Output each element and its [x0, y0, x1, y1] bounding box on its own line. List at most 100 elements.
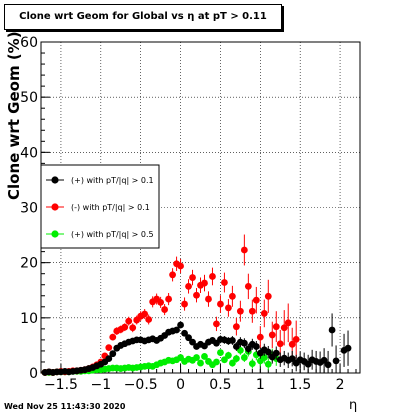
data-point [240, 246, 248, 254]
data-point [209, 273, 216, 280]
data-point [221, 356, 228, 364]
data-point [288, 355, 296, 363]
legend-label: (-) with pT/|q| > 0.1 [71, 203, 150, 212]
data-point [272, 349, 280, 357]
data-point [201, 279, 208, 287]
legend-label: (+) with pT/|q| > 0.5 [71, 230, 154, 239]
data-point [109, 350, 117, 358]
data-point [217, 349, 224, 356]
data-point [129, 324, 137, 332]
data-point [189, 338, 196, 346]
data-point [105, 355, 113, 363]
data-point [121, 323, 129, 331]
data-point [181, 300, 188, 308]
data-point [232, 343, 240, 350]
data-point [252, 296, 260, 304]
data-point [161, 306, 169, 313]
y-tick-label: 40 [20, 145, 38, 161]
data-point [229, 292, 236, 300]
data-point [177, 321, 184, 329]
y-axis-label: Clone wrt Geom (%) [5, 31, 23, 200]
legend-label: (+) with pT/|q| > 0.1 [71, 176, 154, 185]
data-point [169, 271, 176, 279]
data-point [229, 337, 236, 344]
data-point [221, 279, 228, 286]
data-point [157, 298, 165, 306]
data-point [141, 310, 149, 318]
legend-marker [51, 230, 59, 238]
data-point [260, 310, 268, 317]
data-marks [41, 234, 352, 376]
y-tick-label: 10 [20, 311, 38, 327]
legend: (+) with pT/|q| > 0.1 (-) with pT/|q| > 0… [40, 164, 160, 249]
data-point [236, 307, 244, 315]
x-tick-label: 1.5 [289, 377, 311, 393]
data-point [201, 353, 208, 360]
title-box: Clone wrt Geom for Global vs η at pT > 0… [4, 4, 282, 30]
data-point [232, 323, 240, 331]
data-point [145, 316, 153, 323]
data-point [320, 356, 328, 364]
data-point [109, 333, 117, 341]
timestamp-footer: Wed Nov 25 11:43:30 2020 [4, 402, 126, 411]
y-tick-label: 60 [20, 35, 38, 51]
data-point [213, 320, 220, 328]
x-tick-label: 0 [176, 377, 185, 393]
data-point [280, 324, 288, 332]
x-tick-label: 1 [256, 377, 265, 393]
legend-marker [51, 176, 59, 184]
data-point [213, 358, 220, 366]
data-point [217, 300, 224, 308]
data-point [292, 335, 300, 343]
data-point [185, 334, 192, 342]
data-point [264, 360, 272, 368]
data-point [193, 291, 200, 299]
y-tick-label: 0 [29, 366, 38, 382]
data-point [264, 348, 272, 356]
data-point [165, 295, 173, 303]
data-point [248, 307, 256, 315]
x-tick-label: −0.5 [124, 377, 158, 393]
data-point [248, 360, 256, 368]
data-point [324, 361, 332, 369]
y-tick-label: 50 [20, 90, 38, 106]
x-tick-label: 2 [336, 377, 345, 393]
chart-title: Clone wrt Geom for Global vs η at pT > 0… [19, 11, 267, 22]
data-point [105, 344, 113, 352]
data-point [344, 344, 352, 352]
data-point [177, 262, 184, 270]
data-point [205, 295, 212, 303]
data-point [244, 345, 252, 353]
data-point [304, 360, 312, 368]
data-point [256, 333, 264, 341]
data-point [240, 354, 248, 361]
data-point [225, 351, 232, 359]
data-point [240, 339, 248, 347]
data-point [232, 355, 240, 363]
x-tick-label: −1 [90, 377, 111, 393]
data-point [181, 329, 188, 337]
data-point [229, 359, 236, 367]
y-tick-label: 20 [20, 256, 38, 272]
data-point [276, 340, 284, 348]
data-point [125, 317, 133, 325]
legend-marker [51, 203, 59, 211]
data-point [268, 331, 276, 339]
data-point [197, 359, 204, 367]
data-point [272, 323, 280, 331]
data-point [260, 354, 268, 361]
data-point [332, 357, 340, 365]
x-axis-label: η [349, 398, 358, 413]
x-tick-label: −1.5 [44, 377, 78, 393]
data-point [225, 304, 232, 312]
data-point [193, 354, 200, 361]
data-point [284, 319, 292, 327]
data-point [288, 340, 296, 348]
data-point [244, 282, 252, 290]
data-point [189, 274, 196, 281]
y-tick-label: 30 [20, 201, 38, 217]
data-point [328, 326, 336, 334]
data-point [185, 282, 192, 290]
